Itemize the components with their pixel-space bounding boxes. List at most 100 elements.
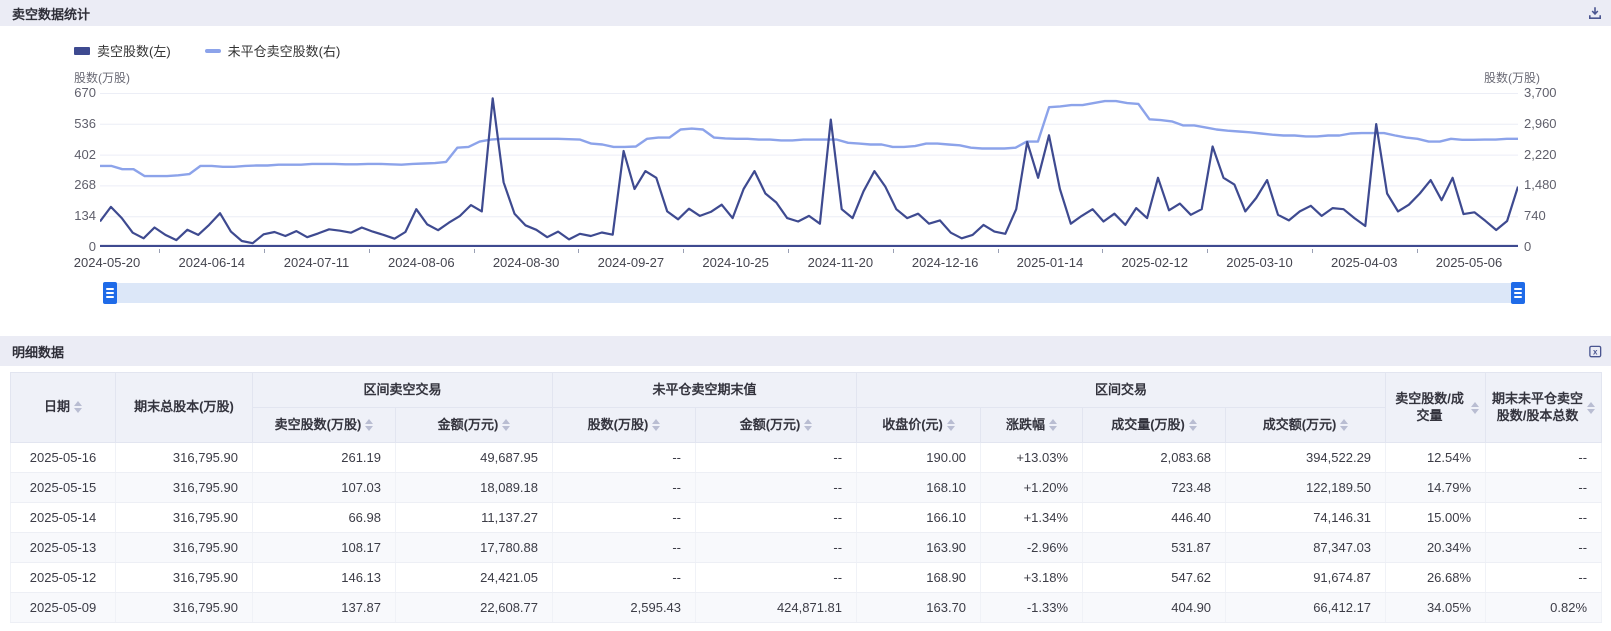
cell: 74,146.31 — [1225, 502, 1387, 533]
sort-caret-icon[interactable] — [1188, 418, 1197, 431]
col-header-short-amount[interactable]: 金额(万元) — [394, 407, 554, 443]
cell: -- — [1485, 562, 1603, 593]
datazoom-track[interactable] — [103, 283, 1525, 303]
col-header-change[interactable]: 涨跌幅 — [980, 407, 1084, 443]
x-axis-tick-label: 2024-08-06 — [388, 255, 455, 270]
y-axis-tick-label: 0 — [1524, 239, 1532, 254]
x-axis-tick-label: 2024-07-11 — [283, 255, 350, 270]
cell: 316,795.90 — [115, 472, 253, 503]
col-header-short-vol-ratio[interactable]: 卖空股数/成交量 — [1385, 372, 1487, 443]
sort-caret-icon[interactable] — [1340, 418, 1349, 431]
cell: 107.03 — [252, 472, 396, 503]
x-axis-tick-label: 2025-03-10 — [1226, 255, 1293, 270]
y-axis-tick-label: 536 — [74, 115, 96, 131]
cell: +3.18% — [980, 562, 1084, 593]
x-axis-tick-mark — [1311, 249, 1313, 253]
download-icon[interactable] — [1587, 5, 1603, 21]
col-header-volume[interactable]: 成交量(万股) — [1082, 407, 1227, 443]
datazoom-left-handle[interactable] — [103, 282, 117, 304]
y-axis-tick-label: 740 — [1524, 208, 1546, 224]
cell: -- — [1485, 502, 1603, 533]
cell: -- — [552, 562, 697, 593]
cell: 17,780.88 — [395, 532, 554, 563]
cell: +1.34% — [980, 502, 1084, 533]
cell: 261.19 — [252, 442, 396, 473]
cell: 316,795.90 — [115, 502, 253, 533]
x-axis-tick-label: 2025-01-14 — [1016, 255, 1084, 270]
cell: 18,089.18 — [395, 472, 554, 503]
col-header-oi-shares[interactable]: 股数(万股) — [552, 407, 697, 443]
x-axis-tick-label: 2024-09-27 — [597, 255, 665, 270]
col-header-date[interactable]: 日期 — [10, 372, 116, 443]
sort-caret-icon[interactable] — [1471, 401, 1480, 414]
table-row[interactable]: 2025-05-14 316,795.90 66.98 11,137.27 -- -- 16… — [10, 502, 1603, 533]
cell: -- — [1485, 442, 1603, 473]
cell: 723.48 — [1082, 472, 1227, 503]
x-axis-tick-label: 2025-05-06 — [1435, 255, 1503, 270]
cell: -2.96% — [980, 532, 1084, 563]
series-short-shares — [100, 97, 1518, 245]
x-axis-tick-mark — [1416, 249, 1418, 253]
cell: -- — [552, 532, 697, 563]
x-axis-tick-label: 2025-02-12 — [1121, 255, 1188, 270]
col-header-oi-cap-ratio[interactable]: 期末未平仓卖空股数/股本总数 — [1485, 372, 1603, 443]
table-row[interactable]: 2025-05-13 316,795.90 108.17 17,780.88 -- -- 1… — [10, 532, 1603, 563]
sort-caret-icon[interactable] — [652, 418, 661, 431]
cell: 22,608.77 — [395, 592, 554, 623]
table-panel-title: 明细数据 — [12, 344, 65, 360]
y-axis-tick-label: 134 — [74, 208, 96, 224]
x-axis-tick-label: 2025-04-03 — [1330, 255, 1398, 270]
export-excel-icon[interactable]: x — [1587, 343, 1603, 359]
legend-item-open-interest[interactable]: 未平仓卖空股数(右) — [204, 41, 340, 60]
chart-panel-title: 卖空数据统计 — [12, 6, 91, 22]
cell: -- — [552, 442, 697, 473]
cell: 163.70 — [856, 592, 982, 623]
x-axis-tick-label: 2024-05-20 — [73, 255, 141, 270]
chart-panel-header: 卖空数据统计 — [0, 0, 1611, 26]
sort-caret-icon[interactable] — [1587, 401, 1596, 414]
cell: 2,595.43 — [552, 592, 697, 623]
cell: 0.82% — [1485, 592, 1603, 623]
sort-caret-icon[interactable] — [946, 418, 955, 431]
col-header-oi-amount[interactable]: 金额(万元) — [695, 407, 858, 443]
table-row[interactable]: 2025-05-15 316,795.90 107.03 18,089.18 -- -- 1… — [10, 472, 1603, 503]
table-row[interactable]: 2025-05-12 316,795.90 146.13 24,421.05 -- -- 1… — [10, 562, 1603, 593]
right-axis-title: 股数(万股) — [1484, 71, 1540, 85]
detail-table: 日期 期末总股本(万股) 区间卖空交易 未平仓卖空期末值 区间交易 卖空股数/成… — [10, 372, 1603, 623]
col-header-turnover[interactable]: 成交额(万元) — [1225, 407, 1387, 443]
cell: 108.17 — [252, 532, 396, 563]
datazoom-right-handle[interactable] — [1511, 282, 1525, 304]
x-axis-tick-label: 2024-10-25 — [702, 255, 769, 270]
cell-date: 2025-05-16 — [10, 442, 116, 473]
col-header-total-shares: 期末总股本(万股) — [115, 372, 253, 443]
x-axis-tick-mark — [788, 249, 789, 253]
table-row[interactable]: 2025-05-09 316,795.90 137.87 22,608.77 2,595… — [10, 592, 1603, 623]
sort-caret-icon[interactable] — [1049, 418, 1058, 431]
cell: 12.54% — [1385, 442, 1487, 473]
y-axis-tick-label: 670 — [74, 85, 96, 100]
y-axis-tick-label: 1,480 — [1524, 177, 1557, 193]
col-header-short-shares[interactable]: 卖空股数(万股) — [252, 407, 396, 443]
x-axis-tick-mark — [1102, 249, 1104, 253]
sort-caret-icon[interactable] — [365, 418, 374, 431]
cell: 166.10 — [856, 502, 982, 533]
x-axis-tick-label: 2024-08-30 — [492, 255, 560, 270]
legend-item-short-shares[interactable]: 卖空股数(左) — [74, 41, 171, 60]
cell: 547.62 — [1082, 562, 1227, 593]
group-header-open-interest: 未平仓卖空期末值 — [552, 372, 858, 408]
cell: -- — [695, 502, 858, 533]
sort-caret-icon[interactable] — [804, 418, 813, 431]
line-chart-plot — [100, 93, 1518, 247]
sort-caret-icon[interactable] — [74, 401, 82, 414]
y-axis-tick-label: 268 — [74, 177, 96, 193]
cell: 316,795.90 — [115, 532, 253, 563]
cell: 20.34% — [1385, 532, 1487, 563]
cell: 2,083.68 — [1082, 442, 1227, 473]
cell: 66,412.17 — [1225, 592, 1387, 623]
table-row[interactable]: 2025-05-16 316,795.90 261.19 49,687.95 -- -- 1… — [10, 442, 1603, 473]
sort-caret-icon[interactable] — [502, 418, 511, 431]
cell: 446.40 — [1082, 502, 1227, 533]
col-header-close[interactable]: 收盘价(元) — [856, 407, 982, 443]
cell: 26.68% — [1385, 562, 1487, 593]
